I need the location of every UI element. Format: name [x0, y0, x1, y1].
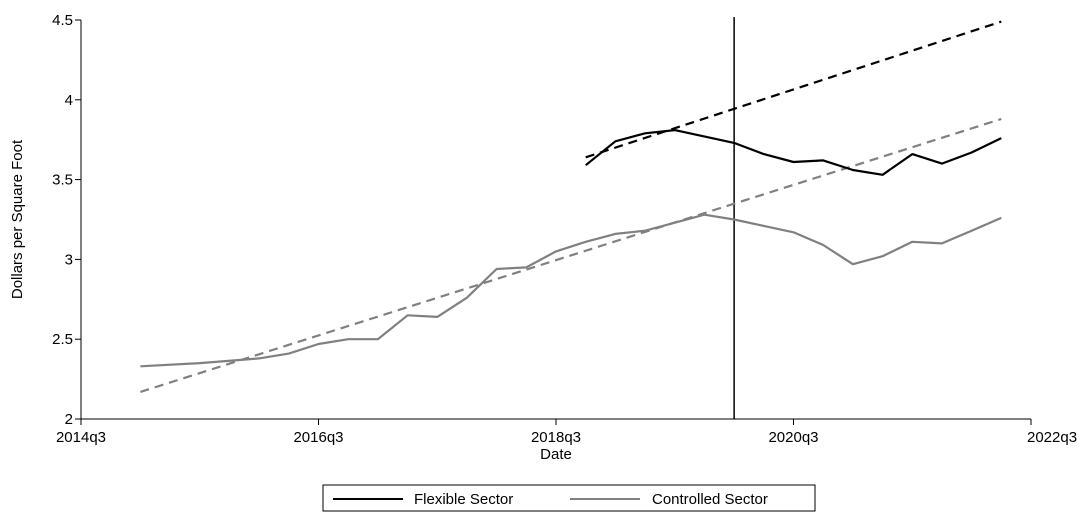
legend-box	[322, 484, 816, 512]
flexible-sector-line	[585, 129, 1002, 176]
y-tick-label: 2	[65, 411, 73, 428]
x-tick-label: 2014q3	[56, 429, 106, 446]
y-tick-label: 4.5	[52, 12, 73, 29]
y-tick-label: 3.5	[52, 172, 73, 189]
x-axis-title: Date	[540, 446, 572, 463]
x-tick-label: 2018q3	[531, 429, 581, 446]
legend-label-controlled: Controlled Sector	[652, 491, 768, 508]
y-tick-label: 4	[65, 92, 73, 109]
x-tick-label: 2020q3	[768, 429, 818, 446]
controlled-sector-line	[140, 213, 1002, 368]
y-axis-ticks: 2 2.5 3 3.5 4 4.5	[52, 12, 81, 428]
controlled-trend-line	[140, 117, 1002, 393]
legend-label-flexible: Flexible Sector	[414, 491, 513, 508]
legend: Flexible Sector Controlled Sector	[322, 484, 816, 512]
x-tick-label: 2016q3	[293, 429, 343, 446]
x-tick-label: 2022q3	[1027, 429, 1077, 446]
flexible-trend-line	[585, 20, 1002, 159]
y-axis-title: Dollars per Square Foot	[9, 139, 26, 299]
y-tick-label: 3	[65, 251, 73, 268]
x-axis-ticks: 2014q3 2016q3 2018q3 2020q3 2022q3	[56, 419, 1077, 446]
y-tick-label: 2.5	[52, 331, 73, 348]
plot-area	[140, 17, 1002, 419]
